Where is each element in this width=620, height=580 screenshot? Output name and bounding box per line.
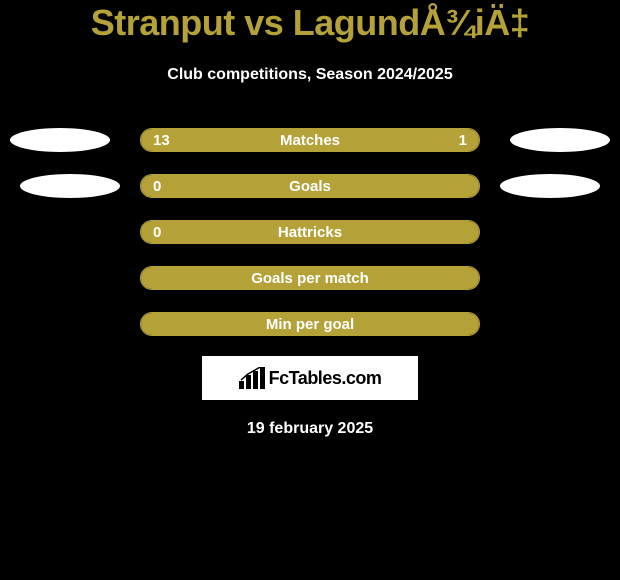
player-right-marker	[500, 174, 600, 198]
stat-row: 0 Goals	[0, 174, 620, 198]
player-right-marker	[510, 128, 610, 152]
stat-row: 13 Matches 1	[0, 128, 620, 152]
date-text: 19 february 2025	[247, 420, 373, 438]
stat-row: 0 Hattricks	[0, 220, 620, 244]
stat-bar-min-per-goal: Min per goal	[140, 312, 480, 336]
stat-bar-matches: 13 Matches 1	[140, 128, 480, 152]
player-left-marker	[10, 128, 110, 152]
stat-label: Min per goal	[141, 316, 479, 333]
stat-bar-goals: 0 Goals	[140, 174, 480, 198]
stat-row: Goals per match	[0, 266, 620, 290]
page-title: Stranput vs LagundÅ¾iÄ‡	[91, 2, 530, 44]
player-left-marker	[20, 174, 120, 198]
brand-text: FcTables.com	[269, 368, 382, 389]
stats-section: 13 Matches 1 0 Goals 0 Hattricks	[0, 128, 620, 336]
subtitle: Club competitions, Season 2024/2025	[167, 66, 452, 84]
stat-value-right: 1	[459, 132, 467, 149]
brand-badge: FcTables.com	[202, 356, 418, 400]
brand-bars-icon	[239, 367, 265, 389]
stat-label: Goals per match	[141, 270, 479, 287]
stat-label: Goals	[141, 178, 479, 195]
stat-row: Min per goal	[0, 312, 620, 336]
stat-label: Matches	[141, 132, 479, 149]
stat-bar-hattricks: 0 Hattricks	[140, 220, 480, 244]
stat-bar-goals-per-match: Goals per match	[140, 266, 480, 290]
stat-label: Hattricks	[141, 224, 479, 241]
